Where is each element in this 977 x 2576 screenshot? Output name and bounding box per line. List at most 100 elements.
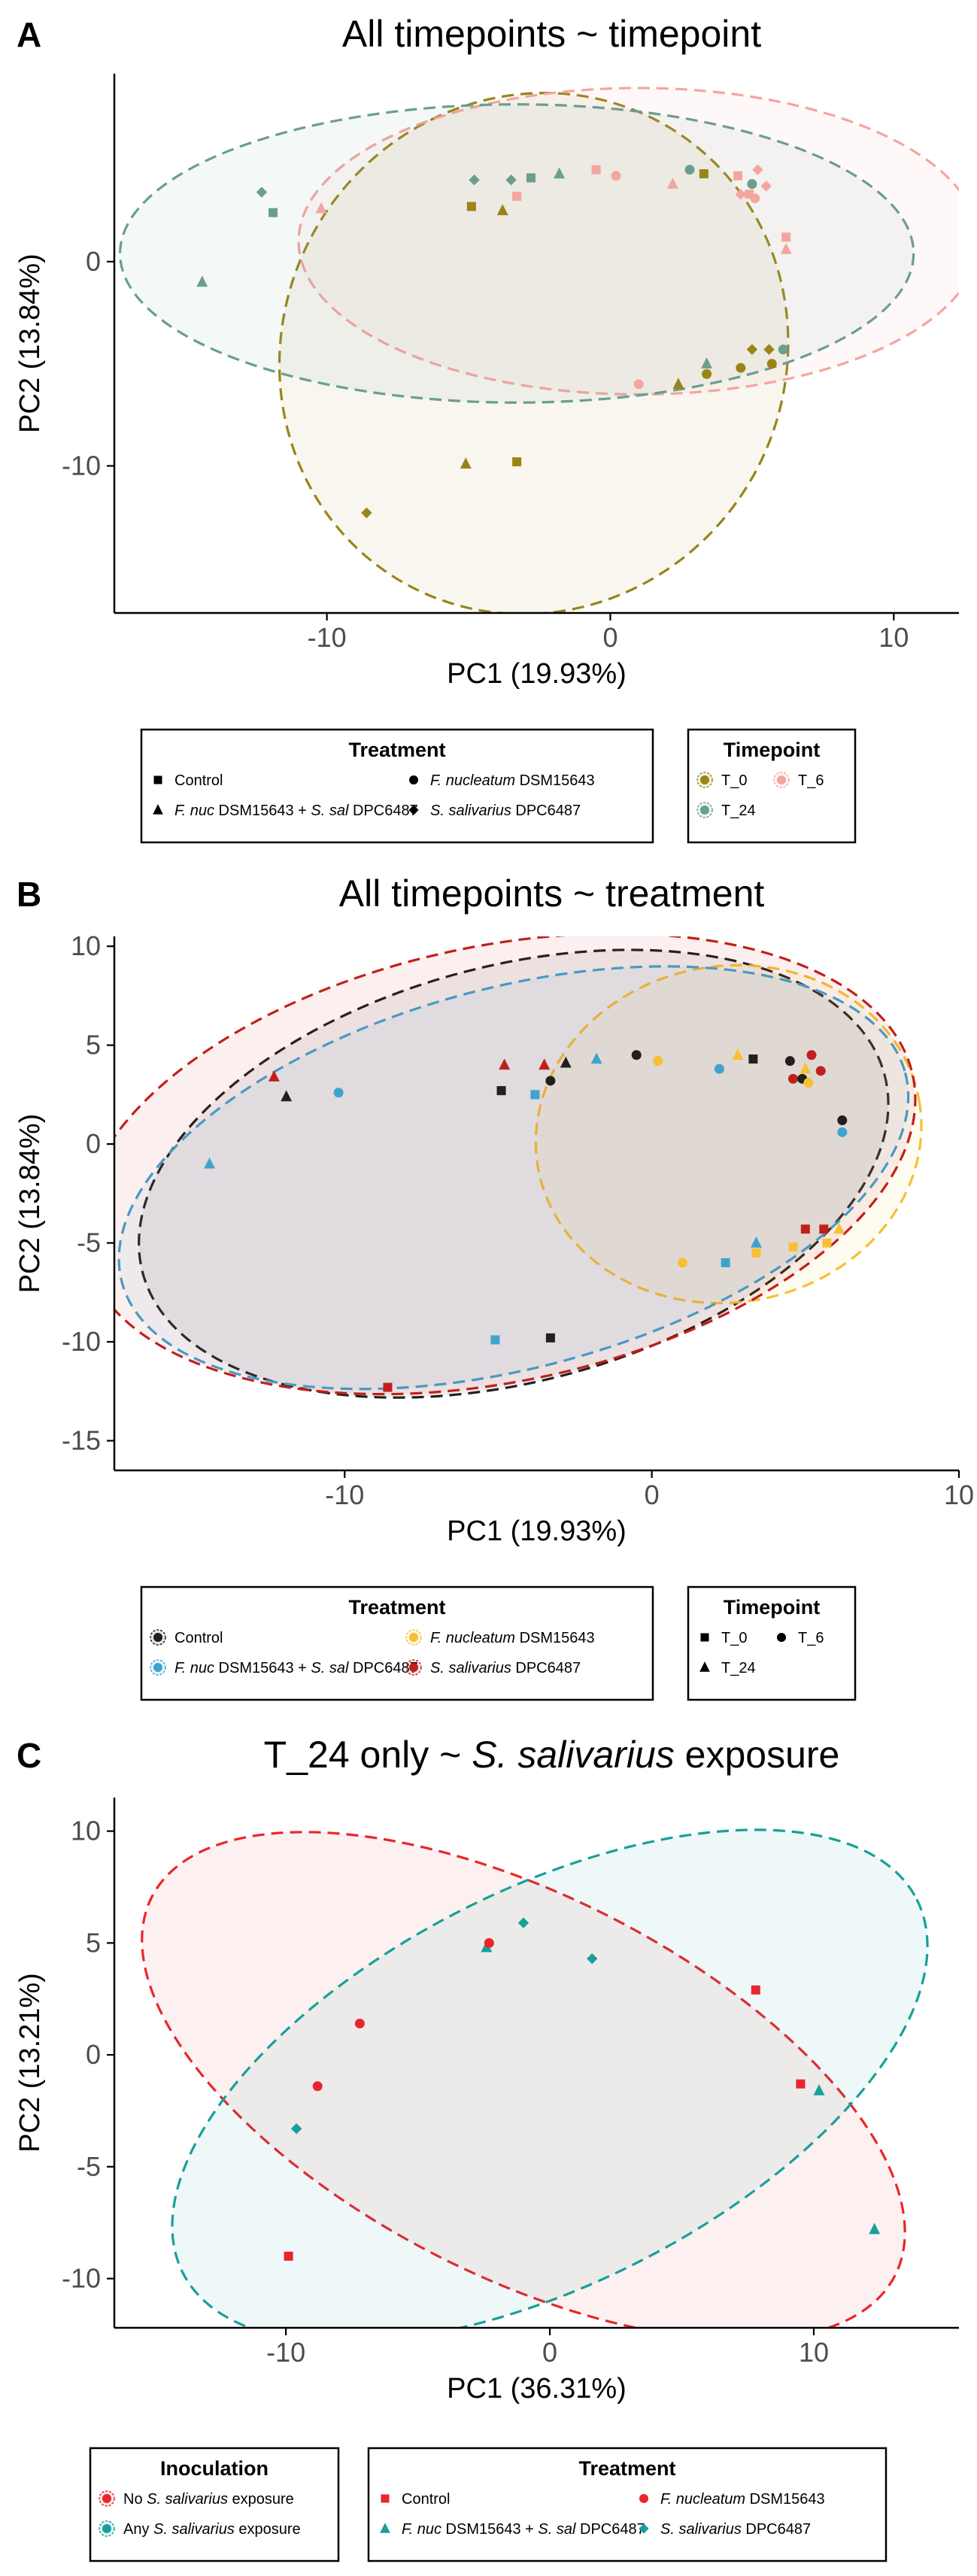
y-axis-label: PC2 (13.21%) — [14, 1973, 46, 2153]
legend-key-Control — [153, 775, 162, 784]
chart-title: All timepoints ~ treatment — [339, 872, 765, 915]
data-point — [815, 1066, 826, 1076]
legend-label: F. nucleatum DSM15643 — [430, 1630, 595, 1646]
data-point — [284, 2251, 293, 2261]
data-point — [784, 1056, 795, 1067]
data-point — [800, 1062, 812, 1074]
data-point — [701, 357, 713, 369]
data-point — [361, 507, 372, 519]
y-tick-label: -15 — [62, 1425, 101, 1456]
x-tick-label: 10 — [799, 2337, 829, 2368]
legend-box — [140, 1585, 654, 1701]
data-point — [822, 1238, 832, 1248]
data-point — [699, 169, 708, 179]
legend-key-Control — [153, 1633, 162, 1642]
y-tick-label: 0 — [86, 1128, 101, 1159]
legend-label: No S. salivarius exposure — [123, 2491, 294, 2508]
panel-A: A All timepoints ~ timepoint -10 0 10 -10 0 PC1… — [14, 13, 959, 844]
legend-key-T_24 — [699, 1661, 710, 1672]
data-point — [505, 174, 517, 186]
data-point — [736, 363, 746, 373]
data-point — [496, 1086, 506, 1096]
legend-label: S. salivarius DPC6487 — [430, 1660, 581, 1676]
data-point — [290, 2123, 302, 2135]
data-point — [763, 344, 775, 355]
data-point — [750, 193, 760, 204]
legend-key-T_24 — [700, 806, 709, 815]
legend-label: T_0 — [721, 772, 747, 789]
legend-box — [687, 728, 857, 844]
legend-key-F_nuc — [409, 775, 418, 784]
plot-area — [118, 86, 959, 613]
data-point — [751, 1236, 762, 1248]
legend-key-F_nuc — [409, 1633, 418, 1642]
data-point — [312, 2081, 323, 2092]
y-tick-label: 5 — [86, 1030, 101, 1060]
legend-box — [367, 2447, 887, 2562]
data-point — [837, 1127, 848, 1137]
legend-label: F. nuc DSM15643 + S. sal DPC6487 — [174, 1660, 418, 1676]
ellipse-S_salivarius — [114, 936, 917, 1396]
legend-key-No — [102, 2494, 111, 2503]
data-point — [469, 174, 480, 186]
legend-key-T_6 — [777, 775, 786, 784]
data-point — [781, 232, 791, 242]
legend-label: Control — [174, 772, 223, 789]
legend-label: T_24 — [721, 803, 756, 819]
legend-key-Any — [102, 2524, 111, 2533]
data-point — [545, 1333, 555, 1343]
legend-title: Timepoint — [724, 739, 821, 761]
data-point — [760, 181, 772, 192]
data-point — [788, 1242, 798, 1252]
data-point — [554, 167, 566, 179]
data-point — [315, 202, 327, 214]
legend-timepoint: Timepoint T_0 T_6 T_24 — [687, 728, 857, 844]
legend-label: T_6 — [798, 772, 824, 789]
x-tick-label: 0 — [542, 2337, 557, 2368]
data-point — [526, 173, 536, 183]
legend-key-F_nuc — [639, 2494, 648, 2503]
data-point — [354, 2018, 365, 2028]
data-point — [796, 2079, 806, 2089]
panel-letter: B — [17, 875, 41, 914]
data-point — [748, 1054, 758, 1064]
legend-label: F. nucleatum DSM15643 — [430, 772, 595, 789]
data-point — [869, 2223, 881, 2235]
legend-key-T_6 — [777, 1633, 786, 1642]
legend-key-F_nuc_S_sal — [380, 2523, 390, 2533]
data-point — [819, 1224, 829, 1234]
data-point — [499, 1058, 511, 1070]
data-point — [281, 1090, 293, 1102]
legend-label: F. nuc DSM15643 + S. sal DPC6487 — [402, 2521, 645, 2538]
data-point — [383, 1382, 393, 1392]
panel-C: C T_24 only ~ S. salivarius exposure -10 0 1… — [14, 1734, 959, 2562]
legend-key-Control — [381, 2494, 390, 2503]
legend-label: S. salivarius DPC6487 — [660, 2521, 811, 2538]
data-point — [496, 204, 508, 216]
data-point — [484, 1937, 494, 1948]
ellipse-F_nuc_S_sal — [117, 965, 910, 1391]
data-point — [512, 457, 522, 467]
y-tick-label: -5 — [77, 1227, 101, 1258]
legend-label: T_24 — [721, 1660, 756, 1676]
data-point — [732, 1048, 744, 1060]
data-point — [780, 243, 792, 254]
legend-title: Treatment — [348, 1596, 445, 1619]
y-axis-label: PC2 (13.84%) — [14, 1114, 46, 1294]
x-tick-label: -10 — [325, 1479, 364, 1510]
data-point — [751, 1985, 760, 1995]
legend-title: Treatment — [348, 739, 445, 761]
chart-title: All timepoints ~ timepoint — [342, 13, 761, 55]
y-tick-label: -10 — [62, 450, 101, 481]
data-point — [766, 359, 777, 369]
data-point — [530, 1090, 540, 1100]
data-point — [813, 2084, 825, 2095]
legend-label: T_0 — [721, 1630, 747, 1646]
y-tick-label: 5 — [86, 1927, 101, 1958]
panel-letter: C — [17, 1736, 41, 1775]
legend-key-F_nuc_S_sal — [153, 804, 163, 815]
data-point — [631, 1050, 642, 1060]
data-point — [721, 1258, 730, 1267]
legend-label: Control — [174, 1630, 223, 1646]
legend-title: Timepoint — [724, 1596, 821, 1619]
